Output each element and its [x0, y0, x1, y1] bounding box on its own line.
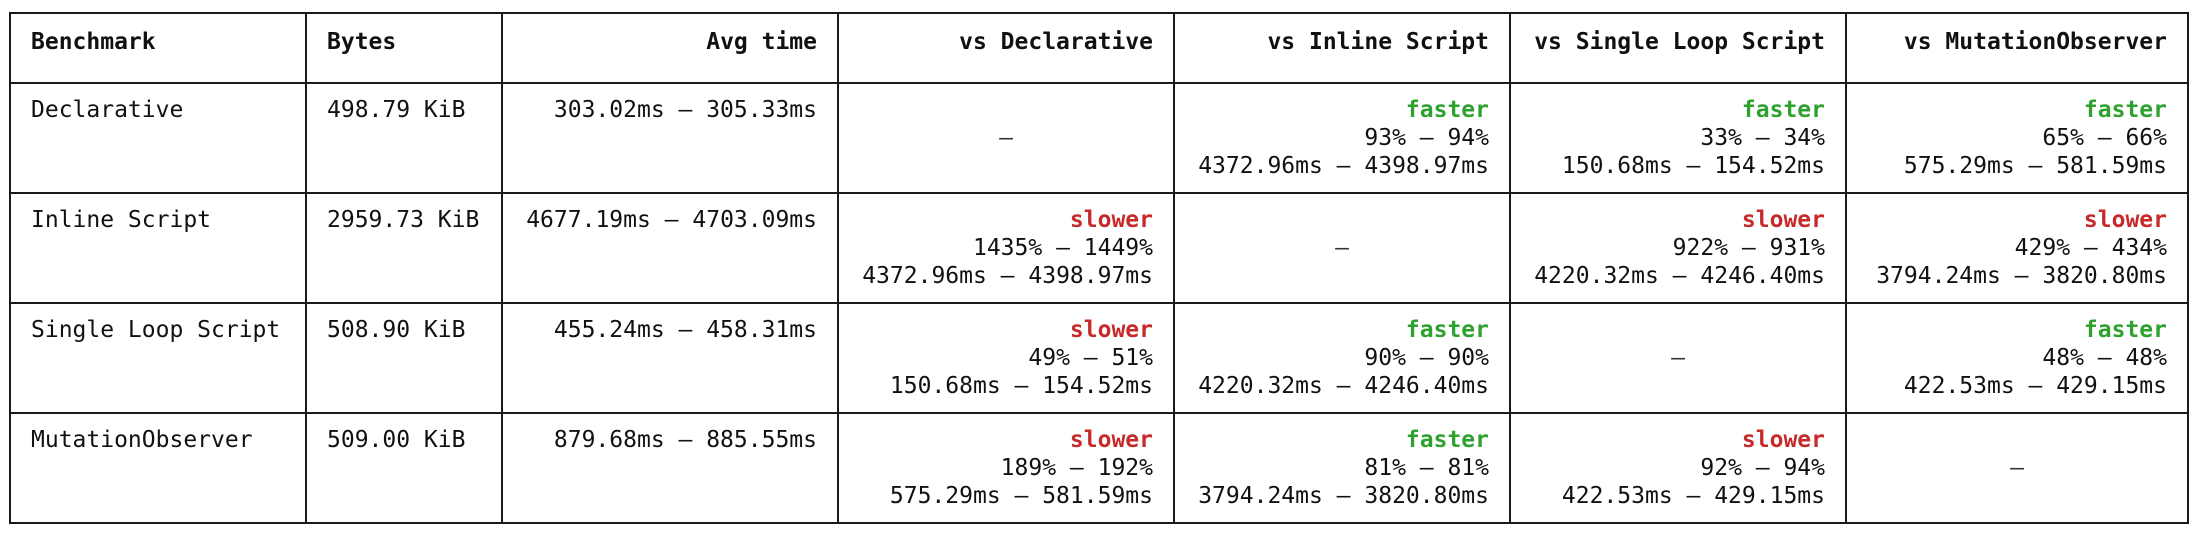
percent-range: 48% – 48% [2042, 345, 2167, 371]
bytes-cell: 509.00 KiB [305, 412, 503, 524]
time-range: 3794.24ms – 3820.80ms [1876, 263, 2167, 289]
verdict-label: slower [1069, 427, 1153, 453]
header-vs-mutation-observer: vs MutationObserver [1845, 12, 2189, 84]
verdict-label: faster [2083, 97, 2167, 123]
verdict-label: faster [1405, 427, 1489, 453]
percent-range: 922% – 931% [1672, 235, 1825, 261]
comparison-cell: slower 922% – 931% 4220.32ms – 4246.40ms [1509, 192, 1847, 304]
comparison-cell: slower 92% – 94% 422.53ms – 429.15ms [1509, 412, 1847, 524]
bytes-cell: 498.79 KiB [305, 82, 503, 194]
percent-range: 81% – 81% [1364, 455, 1489, 481]
table-row: MutationObserver 509.00 KiB 879.68ms – 8… [9, 412, 2189, 524]
self-dash: – [999, 125, 1013, 151]
benchmark-name: MutationObserver [9, 412, 307, 524]
verdict-label: faster [2083, 317, 2167, 343]
benchmark-name: Inline Script [9, 192, 307, 304]
avg-time-cell: 4677.19ms – 4703.09ms [501, 192, 839, 304]
comparison-cell: faster 33% – 34% 150.68ms – 154.52ms [1509, 82, 1847, 194]
comparison-cell-self: – [1173, 192, 1511, 304]
table-row: Single Loop Script 508.90 KiB 455.24ms –… [9, 302, 2189, 414]
bytes-cell: 2959.73 KiB [305, 192, 503, 304]
time-range: 150.68ms – 154.52ms [1561, 153, 1825, 179]
header-avg-time: Avg time [501, 12, 839, 84]
header-vs-declarative: vs Declarative [837, 12, 1175, 84]
verdict-label: slower [1741, 427, 1825, 453]
percent-range: 90% – 90% [1364, 345, 1489, 371]
self-dash: – [1335, 235, 1349, 261]
header-row: Benchmark Bytes Avg time vs Declarative … [9, 12, 2189, 84]
time-range: 4220.32ms – 4246.40ms [1198, 373, 1489, 399]
comparison-cell: slower 1435% – 1449% 4372.96ms – 4398.97… [837, 192, 1175, 304]
avg-time-cell: 879.68ms – 885.55ms [501, 412, 839, 524]
time-range: 575.29ms – 581.59ms [889, 483, 1153, 509]
percent-range: 33% – 34% [1700, 125, 1825, 151]
benchmark-name: Single Loop Script [9, 302, 307, 414]
time-range: 422.53ms – 429.15ms [1561, 483, 1825, 509]
table-row: Declarative 498.79 KiB 303.02ms – 305.33… [9, 82, 2189, 194]
comparison-cell-self: – [837, 82, 1175, 194]
comparison-cell: faster 81% – 81% 3794.24ms – 3820.80ms [1173, 412, 1511, 524]
time-range: 4372.96ms – 4398.97ms [862, 263, 1153, 289]
header-vs-single-loop-script: vs Single Loop Script [1509, 12, 1847, 84]
comparison-cell: faster 93% – 94% 4372.96ms – 4398.97ms [1173, 82, 1511, 194]
time-range: 150.68ms – 154.52ms [889, 373, 1153, 399]
verdict-label: slower [1069, 317, 1153, 343]
bytes-cell: 508.90 KiB [305, 302, 503, 414]
percent-range: 429% – 434% [2014, 235, 2167, 261]
verdict-label: faster [1741, 97, 1825, 123]
comparison-cell: faster 48% – 48% 422.53ms – 429.15ms [1845, 302, 2189, 414]
verdict-label: faster [1405, 317, 1489, 343]
time-range: 575.29ms – 581.59ms [1903, 153, 2167, 179]
percent-range: 92% – 94% [1700, 455, 1825, 481]
comparison-cell-self: – [1509, 302, 1847, 414]
verdict-label: slower [2083, 207, 2167, 233]
benchmark-name: Declarative [9, 82, 307, 194]
table-row: Inline Script 2959.73 KiB 4677.19ms – 47… [9, 192, 2189, 304]
comparison-cell: faster 65% – 66% 575.29ms – 581.59ms [1845, 82, 2189, 194]
self-dash: – [1671, 345, 1685, 371]
time-range: 422.53ms – 429.15ms [1903, 373, 2167, 399]
avg-time-cell: 455.24ms – 458.31ms [501, 302, 839, 414]
percent-range: 1435% – 1449% [972, 235, 1153, 261]
percent-range: 49% – 51% [1028, 345, 1153, 371]
comparison-cell: slower 189% – 192% 575.29ms – 581.59ms [837, 412, 1175, 524]
percent-range: 93% – 94% [1364, 125, 1489, 151]
self-dash: – [2010, 455, 2024, 481]
verdict-label: slower [1741, 207, 1825, 233]
header-benchmark: Benchmark [9, 12, 307, 84]
comparison-cell: slower 49% – 51% 150.68ms – 154.52ms [837, 302, 1175, 414]
time-range: 3794.24ms – 3820.80ms [1198, 483, 1489, 509]
comparison-cell-self: – [1845, 412, 2189, 524]
header-vs-inline-script: vs Inline Script [1173, 12, 1511, 84]
time-range: 4220.32ms – 4246.40ms [1534, 263, 1825, 289]
percent-range: 65% – 66% [2042, 125, 2167, 151]
time-range: 4372.96ms – 4398.97ms [1198, 153, 1489, 179]
header-bytes: Bytes [305, 12, 503, 84]
comparison-cell: faster 90% – 90% 4220.32ms – 4246.40ms [1173, 302, 1511, 414]
benchmark-table: Benchmark Bytes Avg time vs Declarative … [9, 12, 2189, 524]
avg-time-cell: 303.02ms – 305.33ms [501, 82, 839, 194]
verdict-label: faster [1405, 97, 1489, 123]
comparison-cell: slower 429% – 434% 3794.24ms – 3820.80ms [1845, 192, 2189, 304]
verdict-label: slower [1069, 207, 1153, 233]
benchmark-results: Benchmark Bytes Avg time vs Declarative … [9, 12, 2189, 524]
percent-range: 189% – 192% [1000, 455, 1153, 481]
